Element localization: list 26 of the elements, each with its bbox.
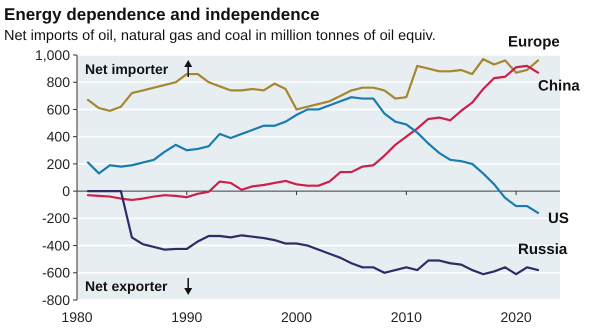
line-series [86, 96, 540, 214]
x-tick-label: 1990 [171, 309, 203, 325]
series-label: Europe [508, 33, 560, 50]
series-label: US [548, 210, 569, 227]
y-tick-label: -400 [42, 237, 70, 254]
line-series [86, 58, 540, 112]
y-tick-label: 200 [46, 156, 70, 172]
y-tick-label: 0 [62, 183, 70, 200]
x-tick-label: 2000 [280, 309, 312, 325]
y-tick-label: -800 [42, 292, 70, 308]
chart-title: Energy dependence and independence [4, 5, 320, 24]
y-tick-label: -600 [42, 264, 70, 281]
y-tick-label: 800 [46, 74, 70, 90]
y-tick-label: 600 [46, 101, 70, 118]
y-tick-label: 400 [46, 128, 70, 145]
chart-subtitle: Net imports of oil, natural gas and coal in million tonnes of oil equiv. [4, 28, 436, 44]
y-tick-label: 1,000 [34, 46, 70, 63]
series-label: China [538, 78, 580, 95]
line-series [86, 64, 540, 202]
annotation: Net importer [85, 60, 169, 77]
y-tick-label: -200 [42, 210, 70, 226]
series-label: Russia [518, 241, 568, 258]
x-tick-label: 2010 [390, 309, 422, 325]
x-tick-label: 1980 [61, 309, 93, 325]
annotation: Net exporter [85, 278, 168, 294]
x-tick-label: 2020 [500, 309, 532, 325]
